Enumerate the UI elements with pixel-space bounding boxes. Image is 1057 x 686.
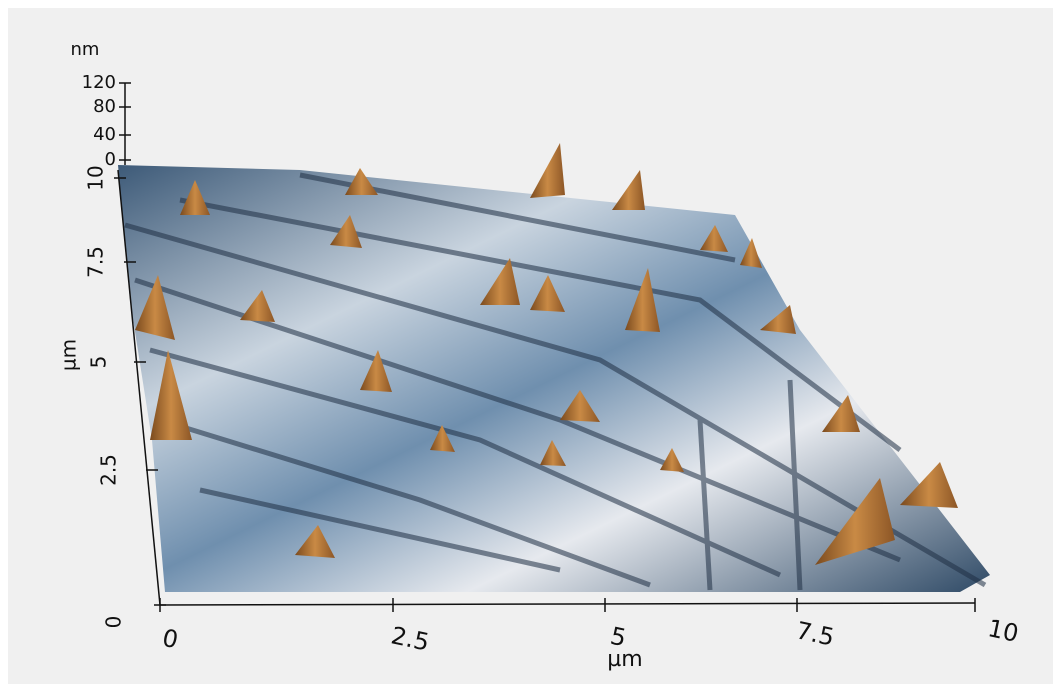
y-tick-label: 2.5 [97,454,121,486]
y-axis-label: µm [57,339,81,371]
z-tick-label: 120 [82,72,116,93]
page: nm µm µm 1208040002.557.51002.557.510 ((… [0,0,1057,686]
afm-view: nm µm µm 1208040002.557.51002.557.510 [0,0,1057,686]
y-tick-label: 10 [84,165,108,190]
y-tick-label: 7.5 [84,246,108,278]
y-tick-label: 0 [102,616,126,629]
x-axis-label: µm [607,647,642,672]
z-axis-label: nm [71,39,100,60]
z-tick-label: 40 [93,124,116,145]
y-tick-label: 5 [87,356,111,369]
z-tick-label: 80 [93,96,116,117]
